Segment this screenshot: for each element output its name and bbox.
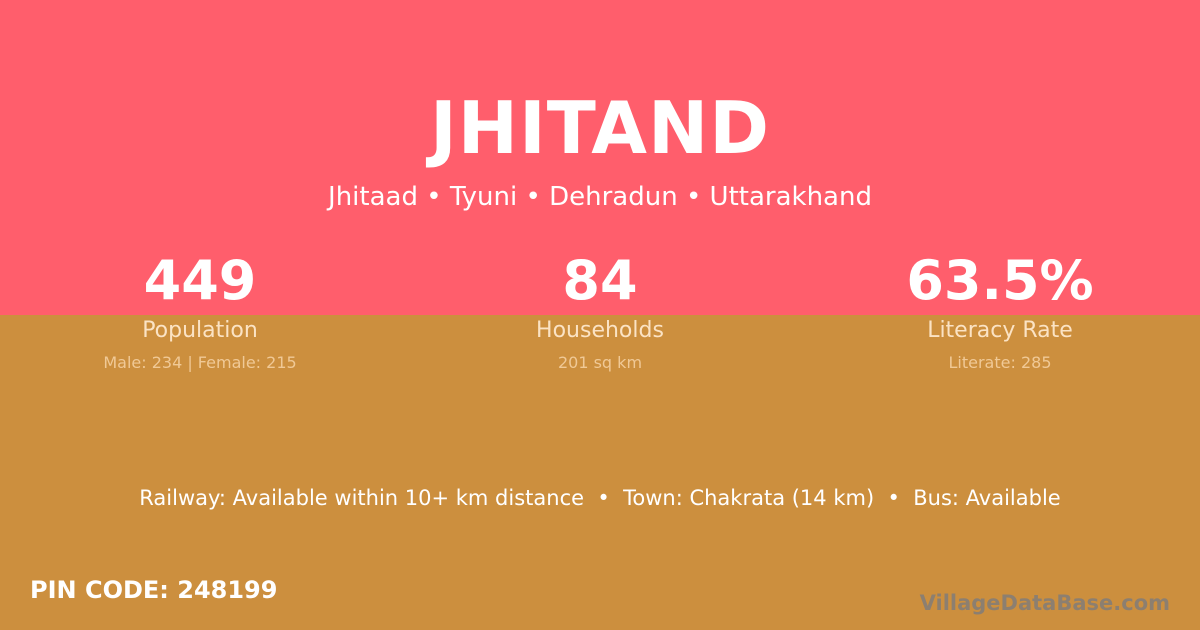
header-band [0, 0, 1200, 315]
breadcrumb: Jhitaad • Tyuni • Dehradun • Uttarakhand [328, 182, 872, 212]
stat-households: 84 Households 201 sq km [400, 249, 800, 373]
connectivity-info: Railway: Available within 10+ km distanc… [139, 486, 1061, 510]
pin-code: PIN CODE: 248199 [30, 576, 278, 604]
stat-label: Households [536, 318, 664, 343]
stat-literacy: 63.5% Literacy Rate Literate: 285 [800, 249, 1200, 373]
stat-value: 449 [143, 249, 257, 312]
stat-value: 63.5% [906, 249, 1094, 312]
stat-population: 449 Population Male: 234 | Female: 215 [0, 249, 400, 373]
stat-value: 84 [562, 249, 638, 312]
stat-detail: Literate: 285 [948, 353, 1052, 372]
stat-detail: Male: 234 | Female: 215 [103, 353, 297, 372]
stat-detail: 201 sq km [557, 353, 643, 372]
village-name: JHITAND [429, 86, 771, 170]
stat-label: Literacy Rate [927, 318, 1073, 343]
stat-label: Population [142, 318, 258, 343]
watermark-logo: VillageDataBase.com [919, 591, 1170, 615]
